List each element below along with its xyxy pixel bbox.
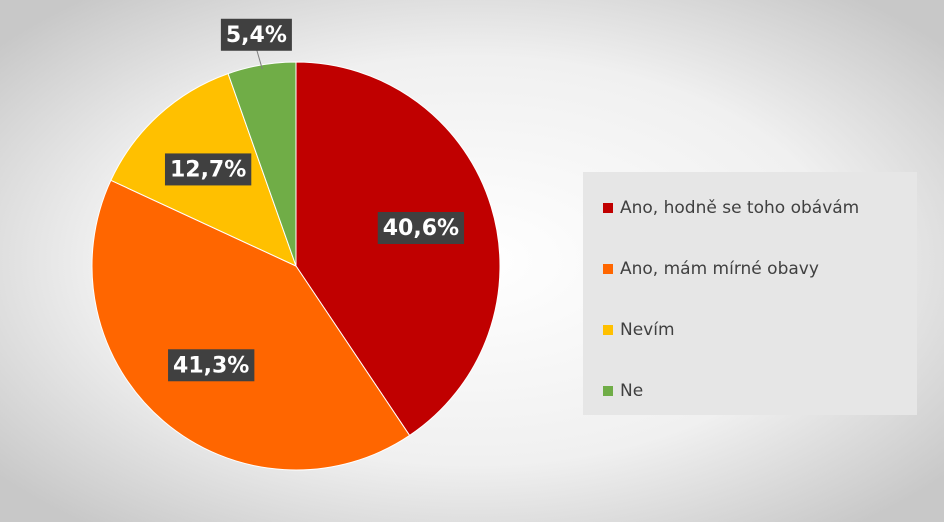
- legend-swatch: [603, 325, 613, 335]
- leader-line: [255, 48, 263, 70]
- legend-label: Nevím: [620, 320, 675, 340]
- legend-label: Ano, mám mírné obavy: [620, 259, 819, 279]
- legend-swatch: [603, 203, 613, 213]
- legend-label: Ano, hodně se toho obávám: [620, 198, 859, 218]
- data-label: 12,7%: [170, 157, 246, 182]
- data-label: 41,3%: [173, 353, 249, 378]
- pie-slice: [295, 61, 501, 437]
- legend-swatch: [603, 264, 613, 274]
- legend-label: Ne: [620, 381, 643, 401]
- data-label-box: [168, 349, 255, 382]
- data-label-box: [377, 212, 465, 245]
- legend-box: [583, 172, 917, 415]
- data-label-box: [220, 18, 292, 51]
- pie-slice: [91, 179, 411, 471]
- data-label: 40,6%: [383, 216, 459, 241]
- legend-swatch: [603, 386, 613, 396]
- data-label: 5,4%: [226, 23, 287, 48]
- data-label-box: [164, 153, 252, 186]
